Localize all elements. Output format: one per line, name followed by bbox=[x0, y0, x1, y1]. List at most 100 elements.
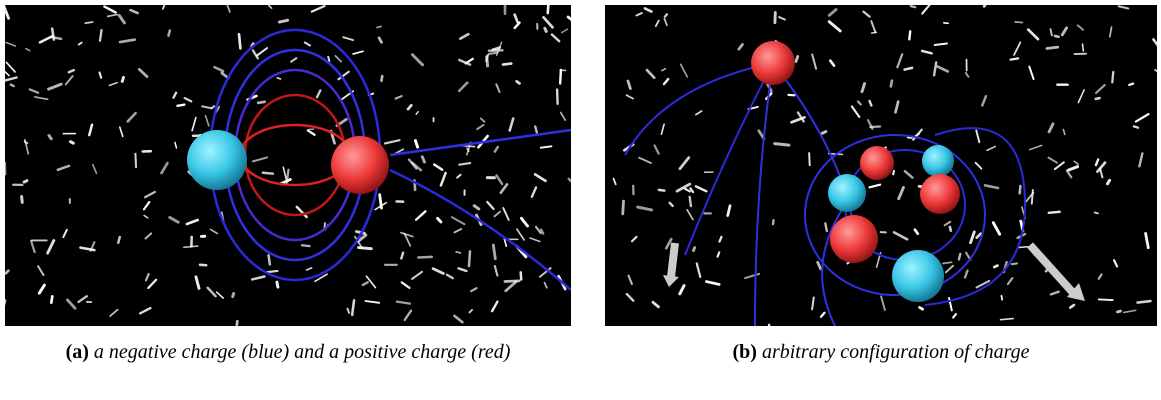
field-arrow bbox=[881, 296, 885, 310]
field-arrow bbox=[561, 113, 566, 121]
field-arrow bbox=[697, 263, 701, 277]
panel-a-image bbox=[5, 5, 571, 326]
field-arrow bbox=[680, 158, 689, 169]
field-arrow bbox=[870, 185, 881, 188]
field-arrow bbox=[1049, 212, 1060, 213]
field-arrow bbox=[1074, 161, 1078, 164]
field-arrow bbox=[104, 7, 115, 13]
field-arrow bbox=[487, 202, 493, 209]
field-arrow bbox=[659, 190, 664, 191]
field-arrow bbox=[353, 51, 363, 54]
field-arrow bbox=[175, 142, 177, 148]
field-arrow bbox=[796, 56, 798, 61]
field-arrow bbox=[696, 111, 702, 115]
field-arrow bbox=[719, 237, 721, 242]
field-arrow bbox=[1139, 153, 1142, 166]
field-arrow bbox=[505, 281, 519, 282]
field-arrow bbox=[1014, 42, 1020, 55]
field-arrow bbox=[100, 30, 102, 41]
field-arrow bbox=[39, 285, 44, 293]
field-arrow bbox=[1110, 27, 1112, 37]
field-arrow bbox=[495, 147, 498, 152]
field-arrow bbox=[666, 239, 671, 248]
field-arrow bbox=[163, 5, 167, 9]
field-arrow bbox=[568, 17, 571, 21]
large-arrow bbox=[671, 243, 675, 277]
field-arrow bbox=[812, 298, 814, 310]
field-arrow bbox=[647, 70, 654, 78]
field-arrow bbox=[976, 130, 979, 142]
field-arrow bbox=[614, 179, 616, 185]
field-arrow bbox=[569, 179, 571, 185]
field-arrow bbox=[1134, 126, 1138, 127]
field-arrow bbox=[416, 112, 418, 115]
field-arrow bbox=[517, 81, 520, 83]
field-arrow bbox=[532, 187, 536, 196]
field-arrow bbox=[1146, 233, 1149, 247]
field-arrow bbox=[402, 282, 410, 287]
field-arrow bbox=[1119, 6, 1129, 8]
field-arrow bbox=[6, 271, 8, 274]
field-arrow bbox=[1062, 28, 1066, 35]
field-arrow bbox=[1011, 58, 1019, 59]
negative-charge bbox=[828, 174, 866, 212]
field-arrow bbox=[5, 78, 17, 82]
field-arrow bbox=[100, 73, 102, 78]
caption-text: arbitrary configuration of charge bbox=[762, 341, 1030, 363]
field-arrow bbox=[63, 230, 67, 237]
field-arrow bbox=[48, 241, 54, 254]
negative-charge bbox=[892, 250, 944, 302]
field-arrow bbox=[135, 154, 136, 167]
field-arrow bbox=[412, 55, 422, 65]
field-arrow bbox=[343, 37, 353, 40]
field-arrow bbox=[1067, 171, 1071, 178]
field-arrow bbox=[645, 8, 651, 11]
field-arrow bbox=[775, 144, 789, 145]
field-arrow bbox=[481, 118, 485, 121]
field-arrow bbox=[1136, 114, 1149, 121]
field-arrow bbox=[982, 96, 986, 105]
field-arrow bbox=[503, 64, 511, 65]
field-arrow bbox=[396, 96, 402, 99]
field-lines bbox=[210, 30, 571, 290]
field-arrow bbox=[418, 257, 431, 258]
field-arrow bbox=[38, 266, 43, 275]
field-arrow bbox=[200, 265, 206, 266]
field-arrow bbox=[987, 146, 995, 150]
field-arrow bbox=[433, 269, 443, 274]
field-arrow bbox=[506, 282, 516, 291]
field-arrow bbox=[211, 229, 218, 233]
field-arrow bbox=[1032, 190, 1033, 204]
field-arrow bbox=[818, 262, 821, 269]
field-arrow bbox=[779, 17, 785, 20]
field-arrow bbox=[89, 125, 92, 135]
field-arrow bbox=[131, 10, 138, 13]
field-arrow bbox=[496, 175, 502, 183]
field-arrow bbox=[685, 189, 690, 192]
field-arrow bbox=[535, 127, 537, 133]
field-arrow bbox=[812, 55, 816, 69]
field-arrow bbox=[24, 181, 27, 182]
field-arrow bbox=[347, 309, 349, 313]
field-arrow bbox=[489, 53, 497, 54]
field-arrow bbox=[971, 232, 975, 243]
field-arrow bbox=[1069, 167, 1078, 170]
caption-text: a negative charge (blue) and a positive … bbox=[94, 341, 511, 363]
field-arrow bbox=[477, 125, 483, 129]
field-arrow bbox=[162, 163, 168, 173]
field-arrow bbox=[655, 146, 659, 154]
field-arrow bbox=[397, 302, 410, 304]
field-arrow bbox=[769, 325, 771, 326]
field-arrow bbox=[358, 248, 371, 249]
field-arrow bbox=[862, 84, 865, 92]
field-arrow bbox=[1117, 311, 1120, 312]
caption-label: (a) bbox=[66, 341, 89, 363]
field-arrow bbox=[935, 44, 947, 45]
field-arrow bbox=[1095, 212, 1098, 213]
field-arrow bbox=[515, 23, 520, 28]
field-arrow bbox=[25, 142, 28, 144]
field-arrow bbox=[184, 246, 198, 247]
field-arrow bbox=[922, 51, 931, 53]
field-arrow bbox=[1114, 260, 1117, 266]
field-arrow bbox=[821, 313, 824, 317]
